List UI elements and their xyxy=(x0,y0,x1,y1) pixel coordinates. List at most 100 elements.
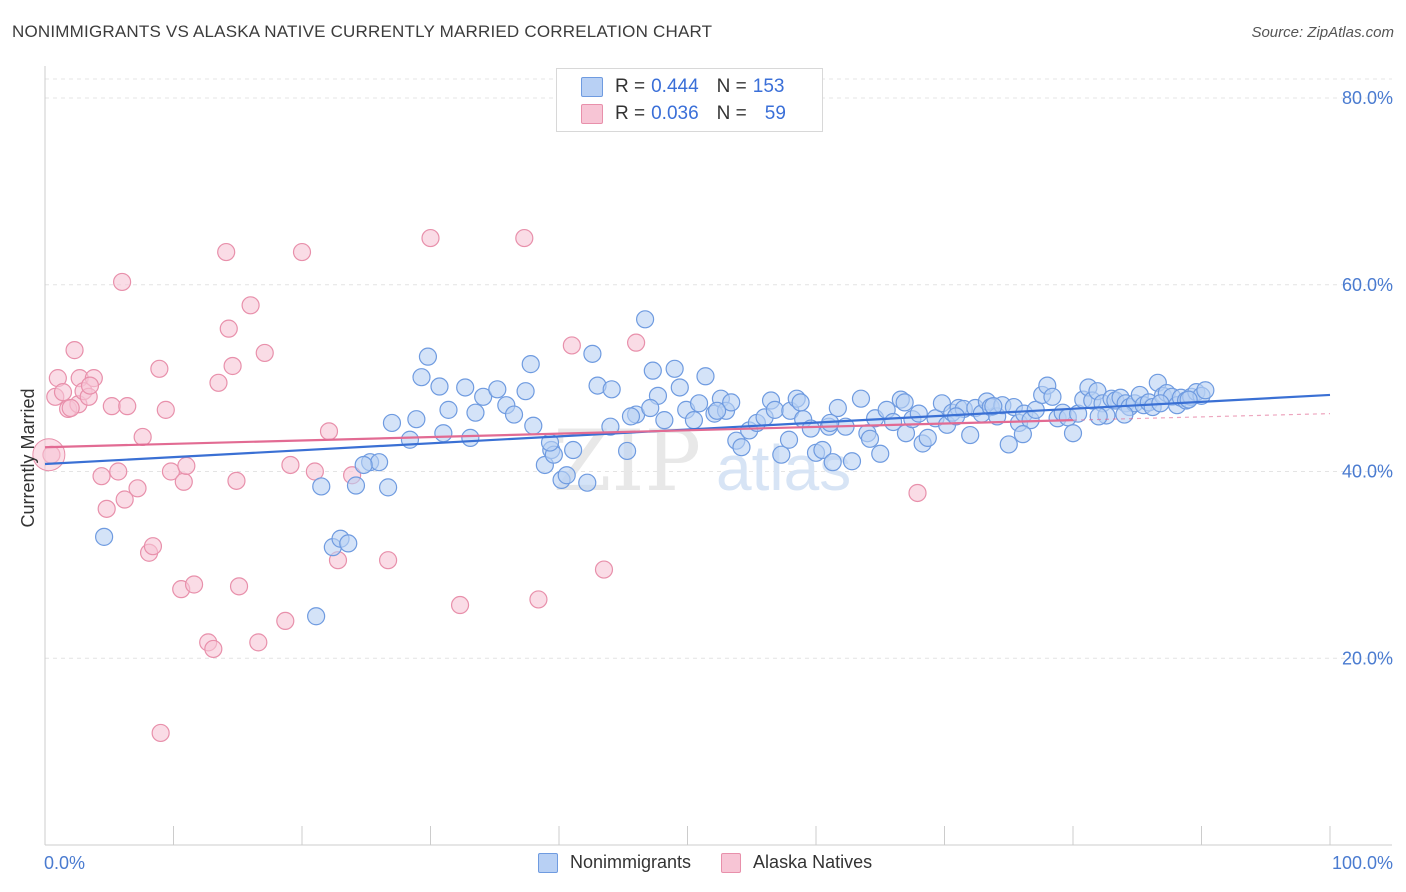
nonimmigrants-point xyxy=(961,425,980,445)
alaska-natives-point xyxy=(249,633,268,652)
legend-row-nonimmigrants: R = 0.444 N = 153 xyxy=(581,75,784,99)
alaska-natives-point xyxy=(450,595,470,615)
nonimmigrants-point xyxy=(641,398,660,418)
nonimmigrants-point xyxy=(557,466,576,485)
nonimmigrants-point xyxy=(602,380,621,399)
alaska-natives-point xyxy=(118,397,137,416)
nonimmigrants-point xyxy=(430,377,449,396)
alaska-natives-point xyxy=(219,319,238,338)
legend-item-alaska-natives: Alaska Natives xyxy=(721,852,872,873)
nonimmigrants-point xyxy=(842,452,862,471)
nonimmigrants-point xyxy=(765,400,784,419)
n-label: N = xyxy=(716,76,747,97)
alaska-natives-point xyxy=(562,336,581,355)
nonimmigrants-point xyxy=(456,378,475,397)
nonimmigrants-point xyxy=(871,444,890,463)
nonimmigrants-point xyxy=(801,419,820,438)
pink-swatch xyxy=(581,104,603,124)
alaska-natives-point xyxy=(515,228,534,248)
alaska-natives-point xyxy=(223,356,242,376)
alaska-natives-point xyxy=(184,575,204,594)
nonimmigrants-point xyxy=(418,347,438,366)
nonimmigrants-point xyxy=(655,411,674,430)
n-value: 153 xyxy=(752,76,785,97)
alaska-natives-point xyxy=(65,341,84,360)
nonimmigrants-point xyxy=(339,534,358,553)
chart-title: NONIMMIGRANTS VS ALASKA NATIVE CURRENTLY… xyxy=(12,22,713,41)
alaska-natives-point xyxy=(177,456,196,475)
r-label: R = xyxy=(615,103,646,124)
y-tick-label: 60.0% xyxy=(1342,275,1393,295)
blue-swatch xyxy=(538,852,558,873)
alaska-natives-point xyxy=(151,723,170,743)
nonimmigrants-point xyxy=(813,440,832,460)
nonimmigrants-point xyxy=(382,413,402,433)
nonimmigrants-point xyxy=(95,527,114,546)
nonimmigrants-point xyxy=(466,403,485,422)
nonimmigrants-point xyxy=(779,430,799,449)
alaska-natives-point xyxy=(112,272,132,292)
legend-row-alaska-natives: R = 0.036 N = 59 xyxy=(581,102,786,126)
nonimmigrants-point xyxy=(772,445,791,464)
alaska-natives-point xyxy=(92,467,111,486)
nonimmigrants-point xyxy=(696,367,715,386)
nonimmigrants-point xyxy=(684,411,704,430)
nonimmigrants-point xyxy=(860,429,880,448)
legend-item-nonimmigrants: Nonimmigrants xyxy=(538,852,691,873)
nonimmigrants-point xyxy=(999,435,1018,454)
nonimmigrants-point xyxy=(689,394,709,413)
nonimmigrants-point xyxy=(823,453,842,472)
nonimmigrants-point xyxy=(564,440,583,460)
nonimmigrants-point xyxy=(1179,390,1198,409)
alaska-natives-point xyxy=(626,333,646,352)
nonimmigrants-point xyxy=(412,368,431,387)
alaska-natives-point xyxy=(97,499,116,518)
r-value: 0.036 xyxy=(651,103,699,124)
alaska-natives-point xyxy=(209,373,228,392)
nonimmigrants-point xyxy=(791,393,810,412)
alaska-natives-point xyxy=(150,359,169,378)
alaska-natives-point xyxy=(319,422,339,441)
correlation-legend: R = 0.444 N = 153 R = 0.036 N = 59 xyxy=(556,68,823,132)
alaska-natives-point xyxy=(281,455,300,475)
alaska-natives-point xyxy=(61,398,80,418)
nonimmigrants-point xyxy=(707,401,727,420)
nonimmigrants-point xyxy=(474,387,493,406)
nonimmigrants-point xyxy=(516,382,535,401)
nonimmigrants-point xyxy=(312,477,331,496)
nonimmigrants-point xyxy=(378,478,398,497)
alaska-natives-point xyxy=(80,376,100,395)
alaska-natives-point xyxy=(128,479,147,498)
nonimmigrants-point xyxy=(984,397,1003,416)
n-value: 59 xyxy=(764,103,786,124)
alaska-natives-trend-line xyxy=(44,419,1074,449)
y-tick-label: 40.0% xyxy=(1342,462,1393,482)
nonimmigrants-point xyxy=(1115,405,1134,424)
nonimmigrants-point xyxy=(1013,425,1032,444)
alaska-natives-point xyxy=(102,397,121,416)
y-tick-label: 80.0% xyxy=(1342,88,1393,108)
alaska-natives-point xyxy=(241,296,260,315)
nonimmigrants-point xyxy=(670,378,689,397)
nonimmigrants-point xyxy=(1089,407,1108,426)
alaska-natives-point xyxy=(53,383,73,402)
x-tick-label: 100.0% xyxy=(1332,853,1393,873)
blue-swatch xyxy=(581,77,603,97)
alaska-natives-point xyxy=(229,577,249,596)
nonimmigrants-point xyxy=(618,441,637,461)
nonimmigrants-point xyxy=(895,393,914,412)
y-tick-label: 20.0% xyxy=(1342,648,1393,668)
x-tick-marks xyxy=(173,826,1331,845)
nonimmigrants-point xyxy=(407,410,426,429)
nonimmigrants-point xyxy=(583,344,602,363)
nonimmigrants-point xyxy=(346,476,366,495)
y-axis-label: Currently Married xyxy=(18,388,38,527)
nonimmigrants-point xyxy=(307,607,326,626)
n-label: N = xyxy=(716,103,747,124)
nonimmigrants-point xyxy=(439,400,458,419)
alaska-natives-point xyxy=(908,483,927,503)
watermark-zip: ZIP xyxy=(553,412,701,510)
nonimmigrants-point xyxy=(1196,381,1215,400)
nonimmigrants-point xyxy=(909,404,928,423)
